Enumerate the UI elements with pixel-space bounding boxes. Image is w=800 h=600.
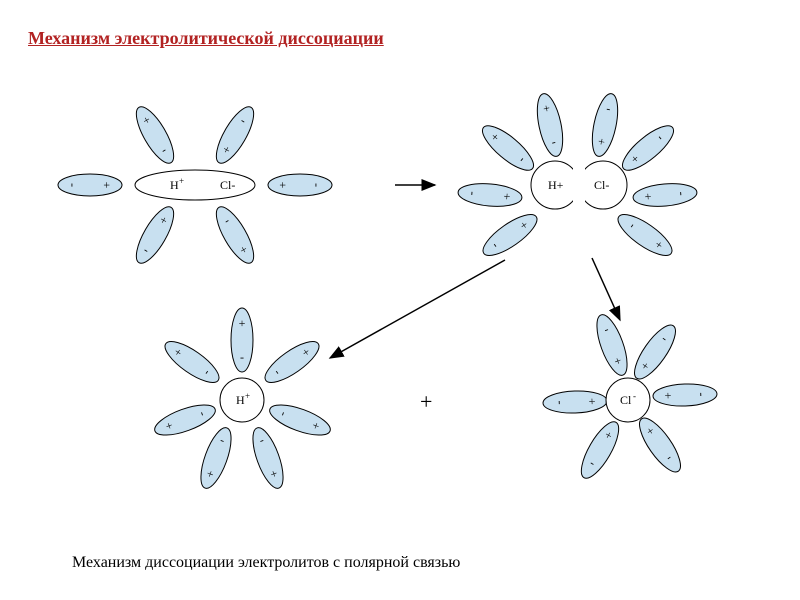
water-dipole: +- <box>268 174 332 196</box>
svg-text:Cl: Cl <box>620 393 632 407</box>
water-dipole: +- <box>628 319 683 384</box>
water-dipole: -+ <box>58 174 122 196</box>
water-dipole: +- <box>633 412 688 477</box>
water-dipole: -+ <box>476 119 539 177</box>
water-dipole: -+ <box>159 335 224 390</box>
water-dipole: -+ <box>477 208 542 263</box>
water-dipole: +- <box>574 417 625 483</box>
svg-text:-: - <box>66 183 80 187</box>
svg-text:-: - <box>695 392 709 396</box>
water-dipole: -+ <box>266 399 334 442</box>
svg-text:-: - <box>551 400 565 404</box>
water-dipole: -+ <box>231 308 253 372</box>
water-dipole: +- <box>612 208 677 263</box>
water-dipole: -+ <box>151 399 219 442</box>
water-dipole: -+ <box>259 335 324 390</box>
svg-text:-: - <box>310 183 324 187</box>
diagram-svg: -++--++--++-H+Cl--+-+-++-+-+-+--+H+Cl--+… <box>0 0 800 600</box>
hcl-molecule <box>135 170 255 200</box>
svg-text:Cl-: Cl- <box>594 178 609 192</box>
svg-text:H: H <box>236 393 245 407</box>
water-dipole: +- <box>209 102 260 168</box>
water-dipole: +- <box>632 181 698 208</box>
svg-text:+: + <box>661 392 675 399</box>
water-dipole: -+ <box>247 424 290 492</box>
svg-text:+: + <box>100 182 114 189</box>
water-dipole: +- <box>588 91 623 158</box>
water-dipole: +- <box>591 311 634 379</box>
water-dipole: +- <box>616 119 679 177</box>
svg-text:H+: H+ <box>548 178 564 192</box>
svg-text:+: + <box>245 391 250 401</box>
arrow <box>592 258 620 320</box>
water-dipole: -+ <box>457 181 523 208</box>
svg-text:+: + <box>179 176 184 186</box>
water-dipole: -+ <box>533 91 568 158</box>
svg-text:+: + <box>276 182 290 189</box>
svg-text:-: - <box>240 350 244 364</box>
water-dipole: +- <box>653 383 718 407</box>
svg-text:+: + <box>585 398 599 405</box>
water-dipole: -+ <box>129 202 180 268</box>
water-dipole: +- <box>209 202 260 268</box>
svg-text:-: - <box>633 391 636 401</box>
svg-text:+: + <box>239 316 246 330</box>
h-label: H <box>170 178 179 192</box>
cl-label: Cl- <box>220 178 235 192</box>
water-dipole: -+ <box>195 424 238 492</box>
water-dipole: -+ <box>129 102 180 168</box>
water-dipole: +- <box>543 390 608 414</box>
arrow <box>330 260 505 358</box>
